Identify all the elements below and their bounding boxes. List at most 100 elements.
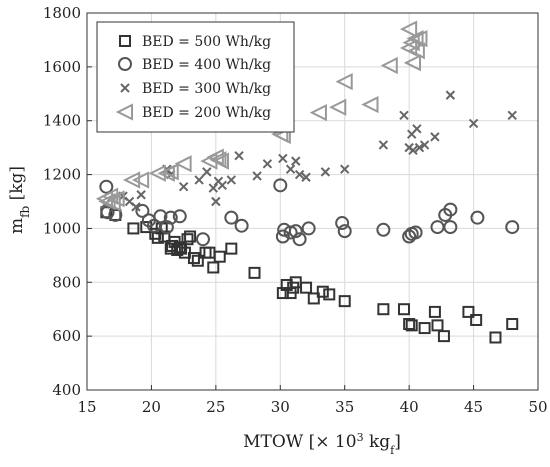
- triangle-left-point: [329, 98, 347, 116]
- circle-point: [224, 210, 239, 225]
- square-point: [191, 254, 204, 267]
- square-point: [428, 305, 441, 318]
- x-point: [131, 202, 141, 212]
- x-tick-label: 35: [335, 398, 354, 416]
- legend-label-bed-300: BED = 300 Wh/kg: [142, 81, 271, 97]
- triangle-left-point: [174, 155, 192, 173]
- square-point: [184, 230, 197, 243]
- x-point: [202, 167, 212, 177]
- y-tick-label: 1400: [43, 112, 81, 130]
- x-point: [399, 110, 409, 121]
- square-point: [403, 318, 416, 331]
- x-tick-label: 20: [142, 398, 161, 416]
- x-point: [285, 164, 296, 174]
- triangle-left-point: [122, 171, 141, 189]
- circle-point: [99, 179, 114, 194]
- legend-label-bed-200: BED = 200 Wh/kg: [142, 105, 271, 121]
- x-point: [178, 181, 189, 192]
- circle-point: [301, 221, 316, 236]
- x-point: [217, 180, 228, 191]
- square-point: [140, 221, 153, 234]
- circle-point: [408, 225, 423, 240]
- square-point: [431, 319, 444, 332]
- circle-point: [292, 232, 307, 247]
- triangle-left-point: [335, 73, 353, 91]
- circle-point: [443, 220, 458, 235]
- legend-marker-triangle-left: [115, 103, 133, 121]
- triangle-left-point: [380, 56, 398, 75]
- x-point: [234, 151, 244, 161]
- y-axis-title: mfb [kg]: [7, 166, 32, 234]
- triangle-left-point: [403, 54, 422, 72]
- x-point: [378, 140, 389, 150]
- x-tick-label: 25: [206, 398, 225, 416]
- circle-point: [234, 218, 249, 233]
- x-point: [252, 171, 262, 181]
- triangle-left-point: [211, 152, 230, 170]
- x-point: [320, 167, 331, 177]
- triangle-left-point: [361, 95, 379, 114]
- square-point: [489, 331, 502, 344]
- legend-label-bed-400: BED = 400 Wh/kg: [142, 57, 271, 73]
- square-point: [300, 281, 313, 294]
- x-point: [278, 153, 288, 164]
- square-point: [338, 295, 351, 308]
- triangle-left-point: [107, 190, 125, 208]
- x-tick-label: 45: [464, 398, 483, 416]
- y-tick-label: 1800: [43, 4, 81, 22]
- triangle-left-point: [161, 163, 179, 181]
- y-tick-label: 800: [52, 273, 81, 291]
- square-point: [213, 250, 226, 263]
- x-point: [445, 90, 456, 100]
- y-tick-label: 400: [52, 381, 81, 399]
- x-point: [211, 196, 221, 207]
- x-point: [226, 175, 237, 185]
- axis-ticks: 15 20 25 30 35 40 45 50 400 600 800 1000 1200 1400 160…: [43, 4, 548, 416]
- triangle-left-point: [131, 171, 150, 189]
- x-point: [136, 190, 146, 200]
- legend-marker-circle: [118, 57, 132, 71]
- circle-point: [335, 216, 350, 231]
- square-point: [316, 285, 329, 298]
- square-point: [248, 266, 261, 279]
- triangle-left-point: [410, 29, 428, 48]
- square-point: [418, 322, 431, 335]
- legend-marker-square: [119, 35, 131, 47]
- x-axis-title: MTOW [× 103 kgf]: [243, 431, 401, 457]
- circle-point: [153, 209, 168, 224]
- square-point: [323, 288, 336, 301]
- circle-point: [337, 224, 352, 239]
- square-point: [377, 303, 390, 316]
- triangle-left-point: [407, 42, 425, 60]
- y-tick-label: 1000: [43, 219, 81, 237]
- square-point: [203, 246, 216, 259]
- x-point: [414, 142, 425, 153]
- circle-point: [135, 203, 150, 218]
- square-point: [506, 318, 519, 331]
- y-tick-label: 1200: [43, 166, 81, 184]
- square-point: [207, 261, 220, 274]
- circle-point: [505, 220, 520, 235]
- square-point: [171, 243, 184, 256]
- circle-point: [470, 210, 485, 225]
- x-tick-label: 40: [400, 398, 419, 416]
- square-point: [437, 330, 450, 343]
- x-point: [262, 159, 273, 169]
- plot-frame: [86, 12, 539, 391]
- circle-point: [376, 222, 391, 237]
- square-point: [181, 233, 194, 246]
- circle-point: [172, 209, 187, 224]
- x-point: [412, 124, 422, 134]
- x-point: [430, 132, 440, 142]
- data-markers: [95, 20, 520, 344]
- triangle-left-point: [399, 20, 418, 38]
- square-point: [397, 303, 410, 316]
- circle-point: [195, 232, 210, 247]
- square-point: [462, 305, 475, 318]
- x-tick-label: 50: [528, 398, 547, 416]
- x-point: [340, 164, 350, 174]
- circle-point: [443, 202, 458, 217]
- legend: BED = 500 Wh/kg BED = 400 Wh/kg BED = 30…: [96, 21, 295, 133]
- y-tick-label: 600: [52, 327, 81, 345]
